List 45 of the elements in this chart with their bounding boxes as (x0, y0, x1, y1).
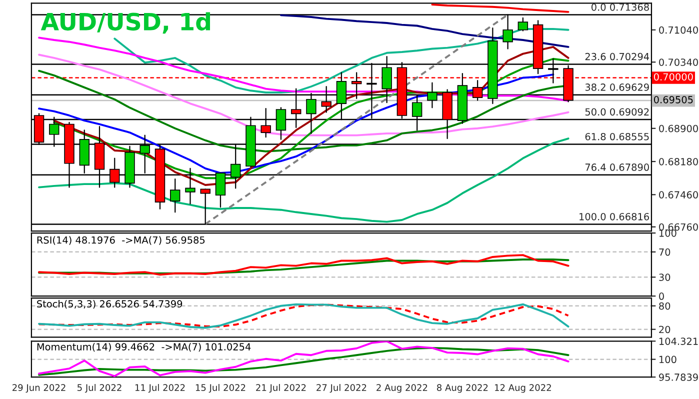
chart-title: Stoch(5,3,3) 26.6526 54.7399 (37, 300, 182, 309)
x-tick-label: 15 Jul 2022 (196, 384, 246, 393)
y-tick-label: 30 (659, 274, 670, 281)
ref-line-label: 0.0 0.71368 (591, 3, 649, 11)
line-series (38, 138, 570, 223)
y-tick-label: 104.321 (659, 338, 698, 345)
y-tick-label: 100 (659, 229, 676, 237)
y-tick-label: 100 (659, 356, 676, 364)
y-tick-label: 70 (659, 248, 670, 256)
chart-title: RSI(14) 48.1976 ->MA(7) 56.9585 (37, 236, 205, 245)
ref-line-label: 76.4 0.67890 (585, 164, 649, 171)
y-tick-label: 0.67460 (659, 191, 698, 198)
ref-line-label: 50.0 0.69092 (585, 108, 649, 116)
y-tick-label: 0.68900 (659, 124, 698, 132)
y-tick-label: 20 (659, 326, 670, 334)
line-series (38, 54, 570, 136)
line-series (431, 4, 570, 13)
ref-line-label: 100.0 0.66816 (580, 212, 649, 220)
ref-line-label: 61.8 0.68555 (585, 132, 649, 140)
ref-line-label: 0.69505 (654, 96, 693, 104)
y-tick-label: 0.71040 (659, 26, 698, 34)
x-tick-label: 2 Aug 2022 (376, 384, 428, 393)
candlestick (170, 178, 180, 213)
y-tick-label: 0.66760 (659, 223, 698, 231)
y-tick-label: 0.68180 (659, 158, 698, 166)
x-tick-label: 12 Aug 2022 (495, 384, 551, 393)
ref-line-label: 0.70000 (654, 73, 693, 81)
x-tick-label: 21 Jul 2022 (256, 384, 306, 393)
line-series (38, 254, 570, 276)
chart-title: AUD/USD, 1d (40, 12, 210, 34)
y-tick-label: 0.70340 (659, 58, 698, 66)
ref-line-label: 38.2 0.69629 (585, 84, 649, 91)
y-tick-label: 0 (659, 292, 664, 300)
chart-title: Momentum(14) 99.4662 ->MA(7) 101.0254 (37, 342, 251, 352)
x-tick-label: 27 Jul 2022 (316, 384, 366, 393)
y-tick-label: 95.7839 (659, 374, 698, 381)
x-tick-label: 11 Jul 2022 (135, 384, 185, 393)
x-tick-label: 5 Jul 2022 (78, 384, 122, 393)
ref-line-label: 23.6 0.70294 (585, 52, 650, 60)
candlestick (518, 17, 528, 32)
x-tick-label: 8 Aug 2022 (437, 384, 488, 393)
y-tick-label: 80 (659, 302, 670, 310)
line-series (280, 14, 570, 48)
x-tick-label: 29 Jun 2022 (12, 384, 66, 393)
line-series (38, 341, 570, 378)
